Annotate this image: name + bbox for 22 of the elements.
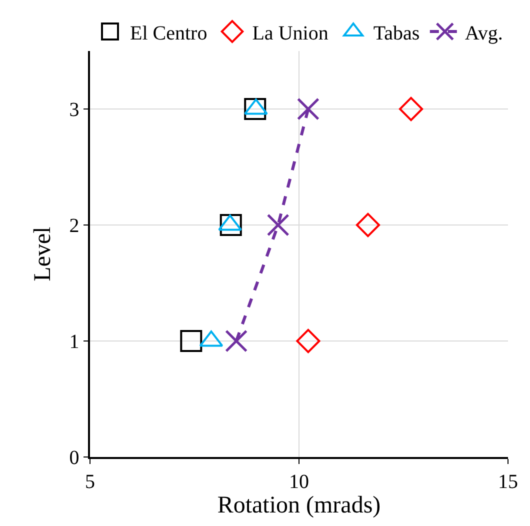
point (398, 96, 424, 122)
y-tick-label: 3 (69, 99, 80, 121)
y-tick-label: 1 (69, 331, 80, 353)
point (180, 330, 202, 352)
legend-label: El Centro (130, 22, 208, 44)
x-axis-title: Rotation (mrads) (217, 492, 381, 519)
point (266, 214, 290, 236)
y-tick-label: 2 (69, 215, 80, 237)
x-tick-label: 5 (85, 470, 95, 493)
point (296, 328, 320, 354)
legend-label: Tabas (373, 22, 420, 44)
x-tick-label: 10 (289, 470, 309, 493)
x-tick-label: 15 (498, 470, 518, 493)
point (225, 330, 248, 352)
y-axis-title: Level (30, 226, 56, 282)
legend-label: Avg. (464, 22, 503, 44)
point (296, 98, 320, 120)
point (356, 212, 380, 238)
legend-label: La Union (252, 22, 328, 44)
point (244, 98, 266, 120)
point (220, 214, 242, 236)
y-tick-label: 0 (69, 447, 80, 469)
